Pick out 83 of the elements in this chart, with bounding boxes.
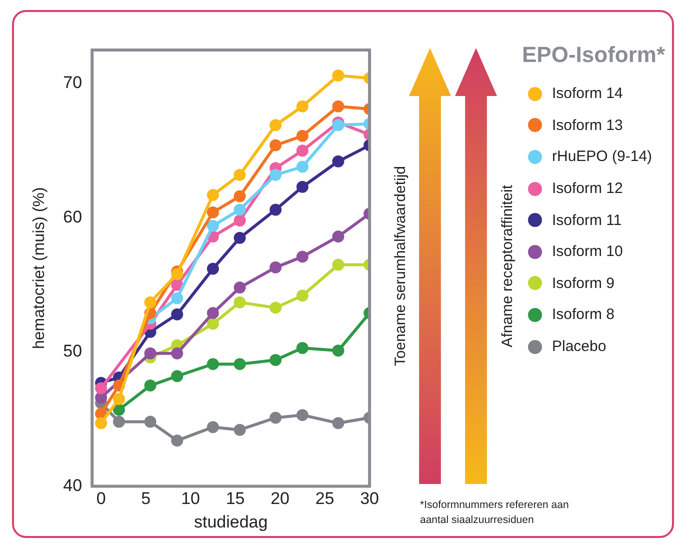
legend-label: Isoform 9 bbox=[552, 274, 615, 292]
point bbox=[234, 232, 246, 244]
legend-label: Isoform 13 bbox=[552, 116, 623, 134]
point bbox=[171, 347, 184, 360]
point bbox=[270, 139, 282, 152]
legend-label: Isoform 11 bbox=[552, 212, 622, 229]
point bbox=[332, 155, 344, 168]
point bbox=[171, 268, 184, 280]
legend-label: Isoform 8 bbox=[552, 306, 615, 324]
point bbox=[234, 204, 246, 216]
point bbox=[332, 100, 344, 112]
text: *Isoformnummers refereren aan aantal siaalzuurresiduen bbox=[420, 498, 570, 528]
legend-label: Isoform 10 bbox=[552, 243, 623, 260]
point bbox=[171, 308, 184, 320]
point bbox=[332, 230, 344, 243]
point bbox=[296, 250, 308, 263]
text: Toename serumhalfwaardetijd bbox=[392, 166, 408, 366]
point bbox=[234, 296, 246, 308]
x-tick-label: 15 bbox=[226, 489, 245, 508]
point bbox=[171, 370, 184, 382]
point bbox=[332, 258, 344, 271]
point bbox=[206, 421, 219, 434]
text: Afname receptoraffiniteit bbox=[498, 184, 516, 348]
legend-label: rHuEPO (9-14) bbox=[552, 148, 652, 166]
y-tick-label: 40 bbox=[63, 476, 82, 495]
point bbox=[296, 342, 308, 354]
legend-label: Placebo bbox=[552, 338, 606, 356]
point bbox=[95, 382, 108, 394]
point bbox=[270, 168, 282, 181]
point bbox=[296, 409, 308, 422]
point bbox=[270, 204, 282, 216]
point bbox=[332, 344, 344, 357]
point bbox=[296, 290, 308, 302]
point bbox=[234, 214, 246, 226]
point bbox=[206, 262, 219, 275]
x-tick-label: 20 bbox=[270, 489, 290, 508]
point bbox=[171, 292, 184, 304]
x-axis-title: studiedag bbox=[194, 512, 268, 532]
legend-label: Isoform 14 bbox=[552, 85, 623, 102]
point bbox=[270, 119, 282, 132]
point bbox=[112, 416, 125, 428]
point bbox=[332, 70, 344, 82]
point bbox=[234, 282, 246, 294]
point bbox=[171, 434, 184, 447]
point bbox=[206, 318, 219, 330]
point bbox=[296, 144, 308, 157]
point bbox=[206, 188, 219, 201]
point bbox=[296, 180, 308, 193]
point bbox=[332, 417, 344, 430]
point bbox=[112, 392, 125, 405]
x-tick-label: 10 bbox=[181, 489, 200, 508]
point bbox=[296, 160, 308, 173]
legend-title: EPO-Isoform* bbox=[522, 42, 666, 68]
point bbox=[144, 347, 156, 360]
point bbox=[270, 354, 282, 366]
y-tick-label: 70 bbox=[63, 73, 82, 92]
point bbox=[234, 190, 246, 202]
point bbox=[234, 168, 246, 181]
point bbox=[332, 119, 344, 132]
point bbox=[206, 307, 219, 320]
legend-label: Isoform 12 bbox=[552, 180, 623, 198]
y-tick-label: 60 bbox=[63, 207, 82, 226]
point bbox=[296, 100, 308, 112]
point bbox=[296, 130, 308, 142]
point bbox=[95, 417, 108, 430]
point bbox=[144, 380, 156, 392]
point bbox=[112, 404, 125, 416]
x-tick-label: 0 bbox=[96, 489, 106, 508]
point bbox=[144, 416, 156, 428]
point bbox=[270, 302, 282, 314]
x-tick-label: 25 bbox=[315, 489, 334, 508]
point bbox=[206, 220, 219, 232]
x-tick-label: 5 bbox=[141, 489, 151, 508]
point bbox=[270, 412, 282, 424]
point bbox=[206, 358, 219, 370]
point bbox=[270, 261, 282, 274]
x-tick-label: 30 bbox=[360, 489, 380, 508]
point bbox=[234, 424, 246, 436]
point bbox=[206, 206, 219, 218]
y-tick-label: 50 bbox=[63, 342, 82, 361]
y-axis-title: hematocriet (muis) (%) bbox=[31, 187, 48, 350]
point bbox=[144, 296, 156, 308]
point bbox=[234, 358, 246, 370]
